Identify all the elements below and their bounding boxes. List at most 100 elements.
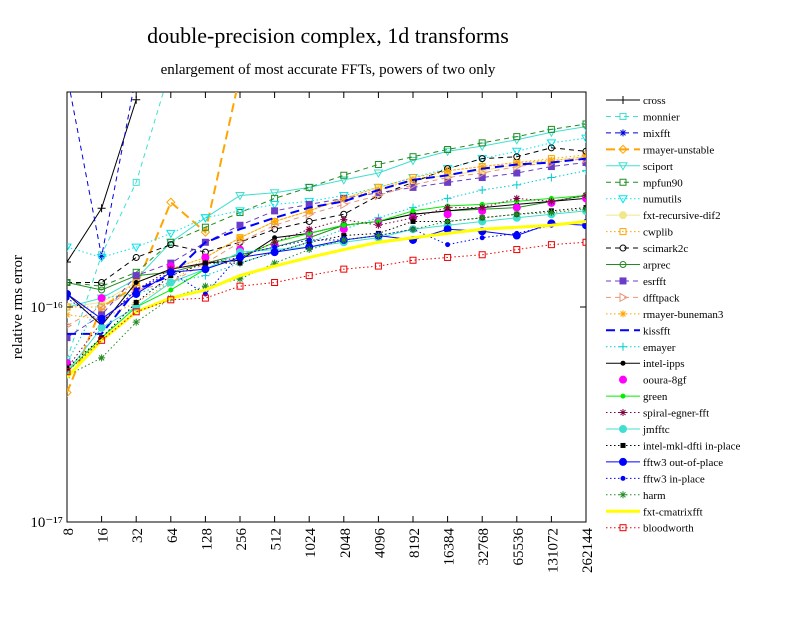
legend-label: kissfft: [643, 325, 670, 337]
marker: [134, 300, 138, 304]
legend-label: monnier: [643, 111, 680, 123]
marker: [620, 458, 627, 465]
marker: [133, 71, 140, 78]
marker: [375, 232, 382, 239]
x-tick-label: 128: [199, 528, 215, 551]
marker: [548, 198, 555, 205]
marker: [237, 234, 244, 241]
marker: [375, 222, 382, 229]
marker: [479, 214, 486, 221]
series-line: [67, 155, 586, 307]
marker: [238, 261, 242, 265]
x-tick-label: 8: [61, 528, 77, 536]
legend-label: mpfun90: [643, 177, 683, 189]
legend-label: fxt-recursive-dif2: [643, 210, 721, 222]
series-line: [67, 68, 171, 360]
marker: [237, 283, 243, 289]
x-tick-label: 256: [234, 528, 250, 551]
series-line: [67, 196, 586, 290]
legend-label: cross: [643, 95, 666, 107]
marker: [64, 311, 71, 318]
marker: [63, 258, 71, 266]
marker: [273, 245, 277, 249]
legend-label: fftw3 in-place: [643, 473, 705, 485]
marker: [480, 236, 484, 240]
marker: [513, 195, 520, 202]
marker: [65, 296, 69, 300]
marker: [620, 491, 627, 498]
x-tick-label: 65536: [511, 528, 527, 566]
marker: [98, 295, 105, 302]
marker: [271, 249, 278, 256]
marker: [307, 238, 311, 242]
marker: [479, 204, 486, 211]
x-tick-label: 32768: [476, 528, 492, 566]
series-line: [67, 100, 136, 262]
legend-label: scimark2c: [643, 243, 688, 255]
legend-label: bloodworth: [643, 523, 694, 535]
marker: [513, 181, 521, 189]
marker: [444, 194, 452, 202]
marker: [619, 343, 627, 351]
marker: [202, 266, 209, 273]
marker: [478, 186, 486, 194]
marker: [620, 310, 627, 317]
y-axis-label: relative rms error: [10, 255, 26, 359]
marker: [621, 476, 625, 480]
marker: [411, 209, 415, 213]
legend-label: cwplib: [643, 227, 673, 239]
marker: [134, 288, 138, 292]
legend-label: fxt-cmatrixfft: [643, 506, 703, 518]
marker: [514, 170, 520, 176]
series-line: [67, 157, 586, 319]
legend: crossmonniermixfftrmayer-unstablesciport…: [606, 95, 741, 535]
marker: [513, 204, 520, 211]
marker: [479, 252, 485, 258]
marker: [133, 319, 140, 326]
marker: [547, 174, 555, 182]
marker: [621, 361, 625, 365]
marker: [375, 162, 381, 168]
marker: [306, 226, 313, 233]
marker: [548, 242, 554, 248]
marker: [444, 167, 451, 174]
chart-title: double-precision complex, 1d transforms: [147, 23, 509, 48]
marker: [133, 273, 139, 279]
marker: [98, 354, 105, 361]
legend-label: arprec: [643, 260, 671, 272]
marker: [167, 279, 174, 286]
marker: [133, 254, 139, 260]
marker: [583, 206, 590, 213]
series-line: [67, 75, 136, 256]
marker: [64, 335, 70, 341]
marker: [237, 222, 243, 228]
series-line: [67, 162, 586, 337]
marker: [340, 236, 347, 243]
marker: [340, 216, 347, 223]
marker: [444, 204, 451, 211]
marker: [64, 71, 71, 78]
legend-label: rmayer-buneman3: [643, 309, 724, 321]
marker: [169, 288, 173, 292]
marker: [619, 96, 627, 104]
legend-label: fftw3 out-of-place: [643, 457, 723, 469]
marker: [238, 253, 242, 257]
legend-label: sciport: [643, 161, 673, 173]
marker: [515, 231, 519, 235]
x-tick-label: 1024: [303, 528, 319, 559]
marker: [620, 409, 627, 416]
marker: [203, 261, 207, 265]
marker: [272, 208, 278, 214]
y-tick-label: 10⁻¹⁶: [30, 300, 63, 316]
marker: [444, 211, 451, 218]
series-line: [67, 223, 586, 319]
marker: [513, 211, 520, 218]
marker: [620, 129, 627, 136]
marker: [98, 204, 106, 212]
legend-label: mixfft: [643, 128, 670, 140]
legend-label: esrfft: [643, 276, 666, 288]
legend-label: jmfftc: [642, 424, 670, 436]
marker: [620, 426, 627, 433]
x-tick-label: 64: [165, 528, 181, 544]
